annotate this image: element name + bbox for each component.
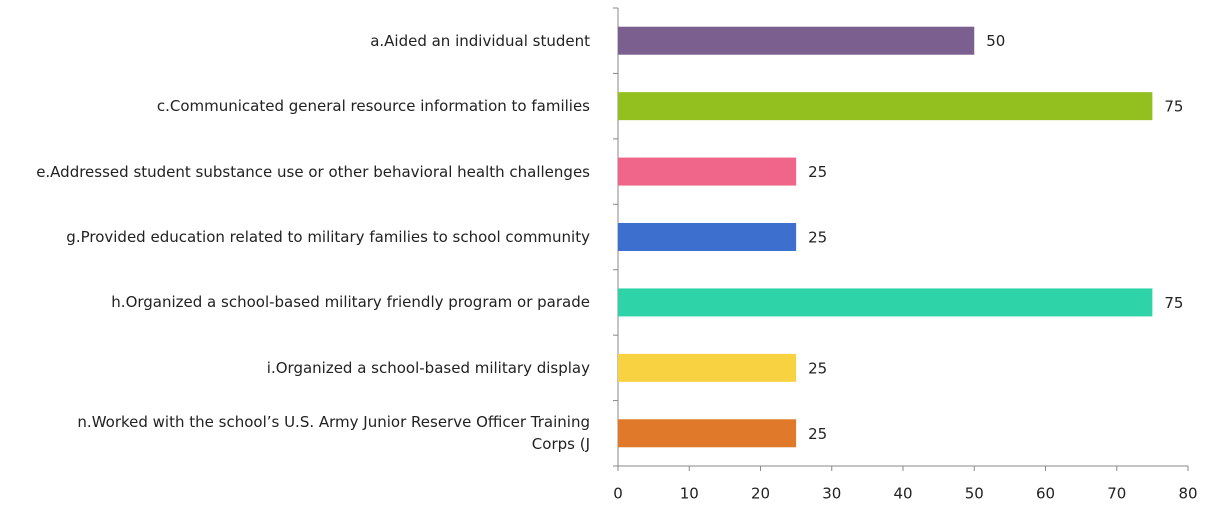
x-tick-label: 40 xyxy=(893,485,912,503)
x-tick-label: 10 xyxy=(680,485,699,503)
category-label: a.Aided an individual student xyxy=(370,31,590,50)
x-tick-label: 50 xyxy=(965,485,984,503)
bar xyxy=(618,26,975,55)
bar xyxy=(618,419,797,448)
category-label: n.Worked with the school’s U.S. Army Jun… xyxy=(77,413,590,454)
bar xyxy=(618,92,1153,121)
x-tick-label: 20 xyxy=(751,485,770,503)
data-label: 25 xyxy=(808,425,827,443)
category-label: c.Communicated general resource informat… xyxy=(156,97,590,116)
x-tick-label: 0 xyxy=(613,485,623,503)
x-tick-label: 30 xyxy=(822,485,841,503)
x-tick-label: 80 xyxy=(1178,485,1197,503)
data-label: 25 xyxy=(808,163,827,181)
category-label: h.Organized a school-based military frie… xyxy=(111,293,590,312)
data-label: 75 xyxy=(1164,98,1183,116)
bar xyxy=(618,353,797,382)
category-label: i.Organized a school-based military disp… xyxy=(266,358,590,377)
bar xyxy=(618,288,1153,317)
data-label: 25 xyxy=(808,359,827,377)
x-tick-label: 70 xyxy=(1107,485,1126,503)
x-tick-label: 60 xyxy=(1036,485,1055,503)
bar xyxy=(618,223,797,251)
data-label: 75 xyxy=(1164,294,1183,312)
data-label: 50 xyxy=(986,32,1005,50)
category-label: e.Addressed student substance use or oth… xyxy=(36,162,590,181)
data-label: 25 xyxy=(808,229,827,247)
category-label: g.Provided education related to military… xyxy=(66,227,590,246)
bar xyxy=(618,157,797,186)
